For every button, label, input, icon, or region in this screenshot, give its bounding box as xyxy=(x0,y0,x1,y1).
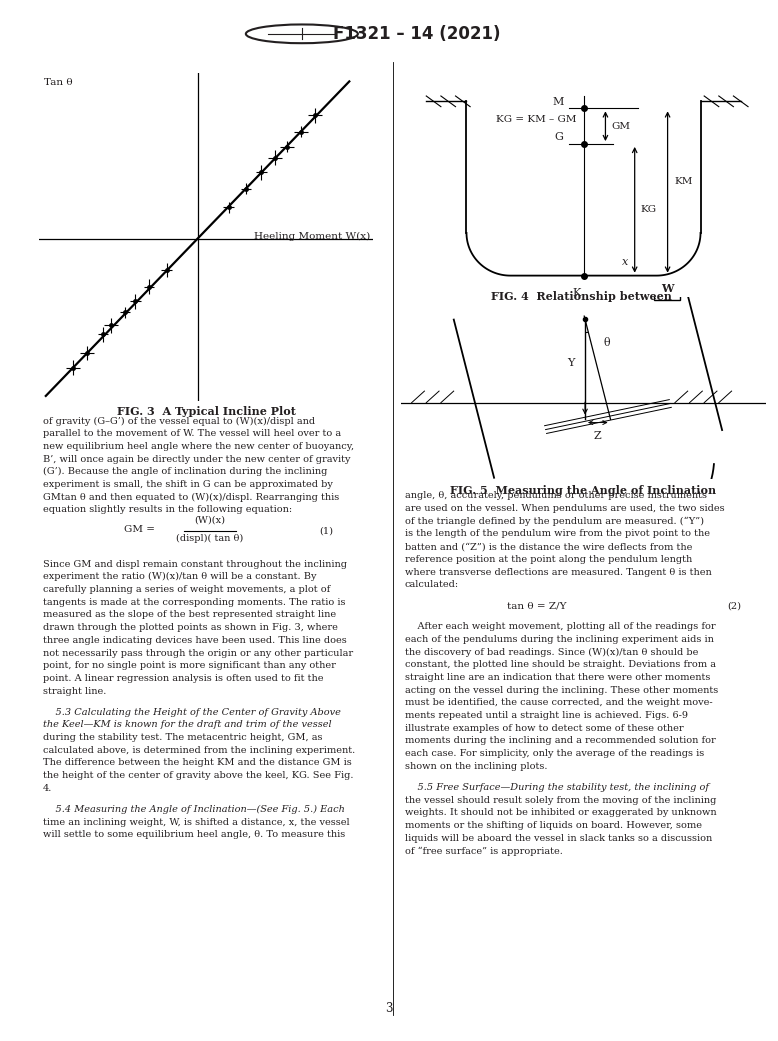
Text: of gravity (G–G’) of the vessel equal to (W)(x)/displ and: of gravity (G–G’) of the vessel equal to… xyxy=(43,416,315,426)
Text: straight line are an indication that there were other moments: straight line are an indication that the… xyxy=(405,672,710,682)
Text: the vessel should result solely from the moving of the inclining: the vessel should result solely from the… xyxy=(405,795,716,805)
Text: W: W xyxy=(661,283,674,294)
Text: FIG. 5  Measuring the Angle of Inclination: FIG. 5 Measuring the Angle of Inclinatio… xyxy=(450,485,717,497)
Text: (1): (1) xyxy=(319,527,333,535)
Text: will settle to some equilibrium heel angle, θ. To measure this: will settle to some equilibrium heel ang… xyxy=(43,831,345,839)
Text: time an inclining weight, W, is shifted a distance, x, the vessel: time an inclining weight, W, is shifted … xyxy=(43,817,349,827)
Text: shown on the inclining plots.: shown on the inclining plots. xyxy=(405,762,547,770)
Text: moments during the inclining and a recommended solution for: moments during the inclining and a recom… xyxy=(405,736,715,745)
Text: B’, will once again be directly under the new center of gravity: B’, will once again be directly under th… xyxy=(43,455,350,463)
Text: of “free surface” is appropriate.: of “free surface” is appropriate. xyxy=(405,846,562,856)
Text: Z: Z xyxy=(594,431,601,440)
Text: 3: 3 xyxy=(385,1002,393,1015)
Text: 5.5 Free Surface—During the stability test, the inclining of: 5.5 Free Surface—During the stability te… xyxy=(405,783,709,792)
Text: illustrate examples of how to detect some of these other: illustrate examples of how to detect som… xyxy=(405,723,683,733)
Text: point. A linear regression analysis is often used to fit the: point. A linear regression analysis is o… xyxy=(43,674,324,683)
Text: tan θ = Z/Y: tan θ = Z/Y xyxy=(507,602,566,610)
Text: angle, θ, accurately, pendulums or other precise instruments: angle, θ, accurately, pendulums or other… xyxy=(405,491,706,501)
Text: calculated:: calculated: xyxy=(405,580,459,589)
Text: experiment is small, the shift in G can be approximated by: experiment is small, the shift in G can … xyxy=(43,480,333,489)
Text: acting on the vessel during the inclining. These other moments: acting on the vessel during the inclinin… xyxy=(405,686,718,694)
Text: Tan θ: Tan θ xyxy=(44,78,72,86)
Text: weights. It should not be inhibited or exaggerated by unknown: weights. It should not be inhibited or e… xyxy=(405,808,717,817)
Text: GM =: GM = xyxy=(124,525,156,534)
Text: (displ)( tan θ): (displ)( tan θ) xyxy=(177,533,244,542)
Text: liquids will be aboard the vessel in slack tanks so a discussion: liquids will be aboard the vessel in sla… xyxy=(405,834,712,842)
Text: point, for no single point is more significant than any other: point, for no single point is more signi… xyxy=(43,661,335,670)
Text: drawn through the plotted points as shown in Fig. 3, where: drawn through the plotted points as show… xyxy=(43,624,338,632)
Text: G: G xyxy=(555,132,563,143)
Text: After each weight movement, plotting all of the readings for: After each weight movement, plotting all… xyxy=(405,623,715,631)
Text: must be identified, the cause corrected, and the weight move-: must be identified, the cause corrected,… xyxy=(405,699,712,707)
Text: is the length of the pendulum wire from the pivot point to the: is the length of the pendulum wire from … xyxy=(405,530,710,538)
Text: KM: KM xyxy=(675,177,693,186)
Text: Y: Y xyxy=(566,358,574,367)
Text: are used on the vessel. When pendulums are used, the two sides: are used on the vessel. When pendulums a… xyxy=(405,504,724,513)
Text: FIG. 3  A Typical Incline Plot: FIG. 3 A Typical Incline Plot xyxy=(117,406,296,417)
Text: GMtan θ and then equated to (W)(x)/displ. Rearranging this: GMtan θ and then equated to (W)(x)/displ… xyxy=(43,492,339,502)
Text: constant, the plotted line should be straight. Deviations from a: constant, the plotted line should be str… xyxy=(405,660,716,669)
Text: the Keel—KM is known for the draft and trim of the vessel: the Keel—KM is known for the draft and t… xyxy=(43,720,331,730)
Text: new equilibrium heel angle where the new center of buoyancy,: new equilibrium heel angle where the new… xyxy=(43,441,354,451)
FancyBboxPatch shape xyxy=(654,277,680,300)
Text: F1321 – 14 (2021): F1321 – 14 (2021) xyxy=(333,25,500,43)
Text: M: M xyxy=(552,97,563,106)
Text: Since GM and displ remain constant throughout the inclining: Since GM and displ remain constant throu… xyxy=(43,560,347,568)
Text: 4.: 4. xyxy=(43,784,52,793)
Text: GM: GM xyxy=(611,122,630,131)
Text: tangents is made at the corresponding moments. The ratio is: tangents is made at the corresponding mo… xyxy=(43,598,345,607)
Text: (2): (2) xyxy=(727,602,741,610)
Text: parallel to the movement of W. The vessel will heel over to a: parallel to the movement of W. The vesse… xyxy=(43,429,341,438)
Text: KG = KM – GM: KG = KM – GM xyxy=(496,115,576,124)
Text: during the stability test. The metacentric height, GM, as: during the stability test. The metacentr… xyxy=(43,733,322,742)
Text: each of the pendulums during the inclining experiment aids in: each of the pendulums during the inclini… xyxy=(405,635,713,643)
Text: experiment the ratio (W)(x)/tan θ will be a constant. By: experiment the ratio (W)(x)/tan θ will b… xyxy=(43,573,317,582)
Text: The difference between the height KM and the distance GM is: The difference between the height KM and… xyxy=(43,759,352,767)
Text: K: K xyxy=(572,288,580,298)
Text: KG: KG xyxy=(640,205,657,214)
Text: 5.3 Calculating the Height of the Center of Gravity Above: 5.3 Calculating the Height of the Center… xyxy=(43,708,341,716)
Text: Heeling Moment W(x): Heeling Moment W(x) xyxy=(254,232,370,242)
Text: carefully planning a series of weight movements, a plot of: carefully planning a series of weight mo… xyxy=(43,585,330,594)
Text: straight line.: straight line. xyxy=(43,687,106,695)
Text: equation slightly results in the following equation:: equation slightly results in the followi… xyxy=(43,505,292,514)
Text: three angle indicating devices have been used. This line does: three angle indicating devices have been… xyxy=(43,636,346,644)
Text: x: x xyxy=(622,257,629,266)
Text: the discovery of bad readings. Since (W)(x)/tan θ should be: the discovery of bad readings. Since (W)… xyxy=(405,648,698,657)
Text: (W)(x): (W)(x) xyxy=(194,515,226,525)
Text: FIG. 4  Relationship between: FIG. 4 Relationship between xyxy=(491,291,676,303)
Text: of the triangle defined by the pendulum are measured. (“Y”): of the triangle defined by the pendulum … xyxy=(405,516,703,526)
Text: measured as the slope of the best represented straight line: measured as the slope of the best repres… xyxy=(43,610,336,619)
Text: batten and (“Z”) is the distance the wire deflects from the: batten and (“Z”) is the distance the wir… xyxy=(405,542,692,551)
Text: moments or the shifting of liquids on board. However, some: moments or the shifting of liquids on bo… xyxy=(405,821,702,830)
Text: (G’). Because the angle of inclination during the inclining: (G’). Because the angle of inclination d… xyxy=(43,467,328,477)
Text: where transverse deflections are measured. Tangent θ is then: where transverse deflections are measure… xyxy=(405,567,711,577)
Text: each case. For simplicity, only the average of the readings is: each case. For simplicity, only the aver… xyxy=(405,750,704,758)
Text: reference position at the point along the pendulum length: reference position at the point along th… xyxy=(405,555,692,564)
Text: calculated above, is determined from the inclining experiment.: calculated above, is determined from the… xyxy=(43,745,355,755)
Text: the height of the center of gravity above the keel, KG. See Fig.: the height of the center of gravity abov… xyxy=(43,771,353,780)
Text: not necessarily pass through the origin or any other particular: not necessarily pass through the origin … xyxy=(43,649,353,658)
Text: θ: θ xyxy=(603,337,610,348)
Text: ments repeated until a straight line is achieved. Figs. 6-9: ments repeated until a straight line is … xyxy=(405,711,688,720)
Text: 5.4 Measuring the Angle of Inclination—(See Fig. 5.) Each: 5.4 Measuring the Angle of Inclination—(… xyxy=(43,805,345,814)
